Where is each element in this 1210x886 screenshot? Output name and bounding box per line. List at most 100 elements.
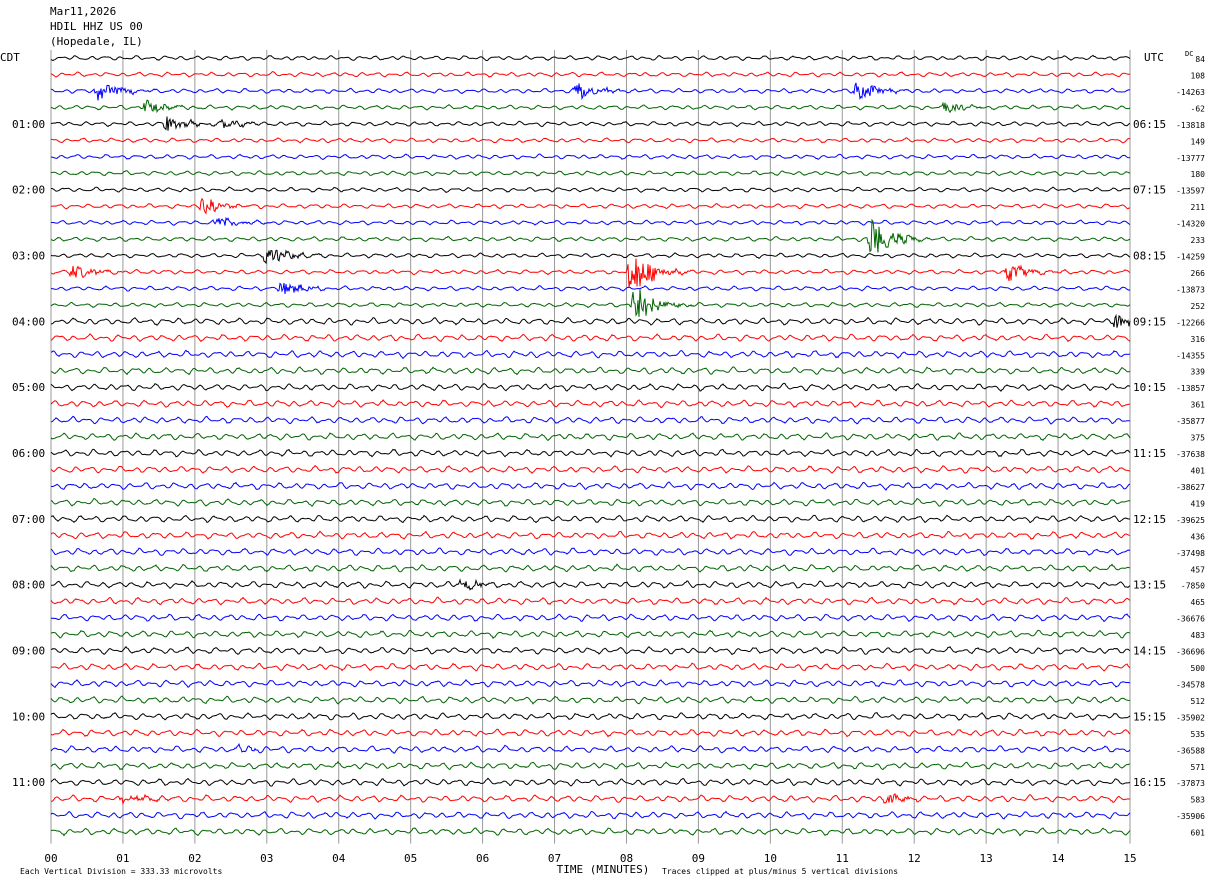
dc-offset-label: -13873 <box>1176 285 1205 294</box>
right-hour-label: 13:15 <box>1133 579 1166 592</box>
trace-line <box>50 743 1131 754</box>
dc-offset-label: -13777 <box>1176 154 1205 163</box>
x-tick-label: 09 <box>692 852 705 865</box>
trace-line <box>50 629 1131 639</box>
trace-line <box>50 382 1131 392</box>
scale-note: Each Vertical Division = 333.33 microvol… <box>20 867 222 876</box>
x-tick-label: 03 <box>260 852 273 865</box>
x-axis-title: TIME (MINUTES) <box>557 863 650 876</box>
minute-gridlines <box>50 50 1131 844</box>
trace-line <box>51 313 1131 328</box>
left-hour-label: 09:00 <box>12 645 45 658</box>
x-tick-label: 15 <box>1123 852 1136 865</box>
trace-line <box>50 186 1131 193</box>
dc-offset-label: -12266 <box>1176 318 1205 327</box>
trace-line <box>50 432 1131 442</box>
x-tick-label: 13 <box>980 852 993 865</box>
x-tick-label: 14 <box>1051 852 1065 865</box>
trace-line <box>50 258 1131 288</box>
dc-offset-label: -35902 <box>1176 713 1205 722</box>
trace-line <box>50 662 1131 672</box>
trace-line <box>50 153 1131 161</box>
dc-offset-label: -13597 <box>1176 187 1205 196</box>
dc-offset-label: -35877 <box>1176 417 1205 426</box>
dc-offset-label: 84 <box>1195 55 1205 64</box>
x-tick-label: 02 <box>188 852 201 865</box>
dc-offset-label: 252 <box>1191 302 1206 311</box>
trace-line <box>51 349 1131 360</box>
trace-line <box>50 333 1131 343</box>
trace-line <box>50 465 1131 474</box>
trace-line <box>50 596 1131 606</box>
dc-offset-label: -37638 <box>1176 450 1205 459</box>
trace-line <box>51 793 1130 806</box>
left-hour-label: 01:00 <box>12 118 45 131</box>
right-hour-label: 07:15 <box>1133 184 1166 197</box>
x-tick-label: 01 <box>116 852 129 865</box>
dc-offset-label: 339 <box>1191 368 1206 377</box>
dc-offset-label: -36696 <box>1176 648 1205 657</box>
x-tick-label: 10 <box>764 852 777 865</box>
right-timezone-label: UTC <box>1144 51 1164 64</box>
trace-line <box>50 514 1130 524</box>
dc-offset-label: 401 <box>1191 467 1206 476</box>
trace-line <box>51 282 1131 294</box>
x-tick-label: 00 <box>44 852 57 865</box>
clip-note: Traces clipped at plus/minus 5 vertical … <box>662 867 898 876</box>
dc-offset-label: 583 <box>1191 796 1206 805</box>
trace-line <box>50 197 1131 215</box>
dc-offset-label: 601 <box>1191 829 1206 838</box>
trace-line <box>50 366 1131 376</box>
x-tick-label: 05 <box>404 852 417 865</box>
location-label: (Hopedale, IL) <box>50 35 143 48</box>
dc-offset-label: -36588 <box>1176 746 1205 755</box>
dc-offset-label: 149 <box>1191 137 1206 146</box>
x-tick-label: 11 <box>836 852 849 865</box>
dc-header-label: DC <box>1185 50 1193 58</box>
trace-line <box>50 116 1131 131</box>
trace-line <box>50 399 1131 409</box>
x-tick-label: 08 <box>620 852 633 865</box>
dc-offset-label: 535 <box>1191 730 1206 739</box>
right-hour-label: 06:15 <box>1133 118 1166 131</box>
dc-offset-label: 233 <box>1191 236 1206 245</box>
dc-offset-label: 465 <box>1191 598 1206 607</box>
left-hour-label: 10:00 <box>12 710 45 723</box>
left-hour-label: 02:00 <box>12 184 45 197</box>
right-hour-label: 15:15 <box>1133 710 1166 723</box>
dc-offset-label: 266 <box>1191 269 1206 278</box>
right-hour-label: 14:15 <box>1133 645 1166 658</box>
dc-offset-label: 211 <box>1191 203 1206 212</box>
seismic-traces <box>50 54 1131 837</box>
trace-line <box>50 728 1131 738</box>
trace-line <box>50 497 1131 507</box>
right-hour-label: 08:15 <box>1133 250 1166 263</box>
trace-line <box>50 695 1131 705</box>
right-hour-label: 09:15 <box>1133 315 1166 328</box>
dc-offset-label: 457 <box>1191 565 1206 574</box>
trace-line <box>50 169 1131 177</box>
trace-line <box>50 760 1131 771</box>
dc-offset-label: -13857 <box>1176 384 1205 393</box>
left-hour-label: 11:00 <box>12 776 45 789</box>
dc-offset-label: 500 <box>1191 664 1206 673</box>
dc-offset-label: 571 <box>1191 763 1206 772</box>
dc-offset-label: 436 <box>1191 532 1206 541</box>
dc-offset-label: 361 <box>1191 401 1206 410</box>
trace-line <box>50 289 1131 317</box>
left-timezone-label: CDT <box>0 51 20 64</box>
left-hour-label: 07:00 <box>12 513 45 526</box>
left-hour-label: 05:00 <box>12 381 45 394</box>
x-tick-label: 07 <box>548 852 561 865</box>
dc-offset-label: 483 <box>1191 631 1206 640</box>
trace-line <box>50 645 1131 656</box>
dc-offset-label: -36676 <box>1176 615 1205 624</box>
left-hour-label: 08:00 <box>12 579 45 592</box>
dc-offset-label: -37873 <box>1176 779 1205 788</box>
trace-line <box>50 827 1131 837</box>
dc-offset-label: 419 <box>1191 499 1206 508</box>
dc-offset-label: 180 <box>1191 170 1206 179</box>
trace-line <box>50 218 1131 253</box>
trace-line <box>50 415 1131 425</box>
